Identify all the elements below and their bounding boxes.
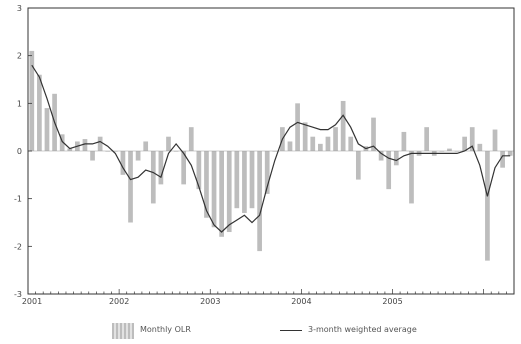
- x-tick-label: 2001: [22, 297, 42, 306]
- bar-month-46: [371, 117, 376, 151]
- bar-month-56: [447, 148, 452, 151]
- bar-month-14: [128, 151, 133, 223]
- bar-month-2: [37, 74, 42, 151]
- y-tick-label: -2: [14, 242, 22, 251]
- bar-month-60: [477, 143, 483, 151]
- legend-swatch-3-month-weighted-average: [280, 330, 302, 331]
- line-series-3-month-weighted-average: [31, 64, 511, 233]
- bar-month-16: [143, 141, 149, 151]
- legend: Monthly OLR 3-month weighted average: [0, 318, 521, 340]
- x-axis: 2001 2002 2003 2004 2005: [22, 289, 515, 306]
- bar-month-10: [97, 136, 103, 151]
- legend-swatch-monthly-olr: [112, 323, 134, 339]
- y-tick-label: 1: [17, 99, 22, 108]
- bar-month-39: [318, 143, 323, 151]
- bar-month-8: [82, 139, 88, 151]
- y-tick-label: 2: [17, 52, 22, 61]
- bar-month-43: [348, 136, 354, 151]
- bar-month-47: [378, 151, 384, 161]
- bar-month-18: [158, 151, 164, 185]
- bar-month-3: [44, 108, 50, 151]
- bar-month-48: [386, 151, 392, 190]
- bar-month-37: [302, 122, 308, 151]
- y-tick-label: -3: [14, 290, 22, 299]
- bar-month-64: [507, 151, 513, 156]
- x-tick-label: 2004: [291, 297, 311, 306]
- bar-month-27: [226, 151, 232, 233]
- bar-month-35: [287, 141, 293, 151]
- x-tick-label: 2002: [109, 297, 129, 306]
- bar-month-49: [393, 151, 399, 166]
- bar-month-38: [310, 136, 316, 151]
- legend-label-monthly-olr: Monthly OLR: [140, 325, 191, 334]
- bar-month-41: [333, 127, 338, 151]
- y-axis: 3 2 1 0 -1 -2 -3: [14, 4, 32, 299]
- bar-series-monthly-olr: [29, 50, 513, 261]
- bar-month-62: [492, 129, 498, 151]
- chart: 3 2 1 0 -1 -2 -3 2001 2002 2003 2004 2005: [14, 4, 515, 306]
- bar-month-17: [150, 151, 156, 204]
- bar-month-29: [242, 151, 247, 213]
- bar-month-50: [401, 131, 407, 151]
- bar-month-40: [325, 136, 331, 151]
- bar-month-23: [196, 151, 202, 190]
- bar-month-31: [257, 151, 262, 252]
- y-tick-label: 3: [17, 4, 22, 13]
- bar-month-63: [500, 151, 505, 168]
- bar-month-58: [462, 136, 467, 151]
- bar-month-21: [181, 151, 187, 185]
- bar-month-42: [340, 100, 346, 151]
- x-tick-label: 2005: [382, 297, 402, 306]
- legend-label-3-month-weighted-average: 3-month weighted average: [308, 325, 417, 334]
- bar-month-36: [295, 103, 300, 151]
- bar-month-22: [188, 127, 194, 151]
- bar-month-6: [67, 148, 73, 151]
- bar-month-28: [234, 151, 240, 209]
- bar-month-5: [59, 134, 65, 151]
- bar-month-9: [90, 151, 95, 161]
- bar-month-61: [485, 151, 490, 261]
- bar-month-13: [120, 151, 126, 175]
- bar-month-30: [249, 151, 255, 209]
- bar-month-59: [469, 127, 475, 151]
- bar-month-25: [211, 151, 217, 228]
- bar-month-19: [166, 136, 171, 151]
- bar-month-53: [424, 127, 430, 151]
- bar-month-44: [355, 151, 361, 180]
- bar-month-1: [29, 50, 35, 151]
- bar-month-32: [264, 151, 270, 194]
- bar-month-15: [135, 151, 141, 161]
- y-tick-label: -1: [14, 195, 22, 204]
- bar-month-51: [409, 151, 414, 204]
- bar-month-24: [204, 151, 209, 218]
- y-tick-label: 0: [17, 147, 22, 156]
- x-tick-label: 2003: [200, 297, 220, 306]
- bar-month-26: [219, 151, 224, 237]
